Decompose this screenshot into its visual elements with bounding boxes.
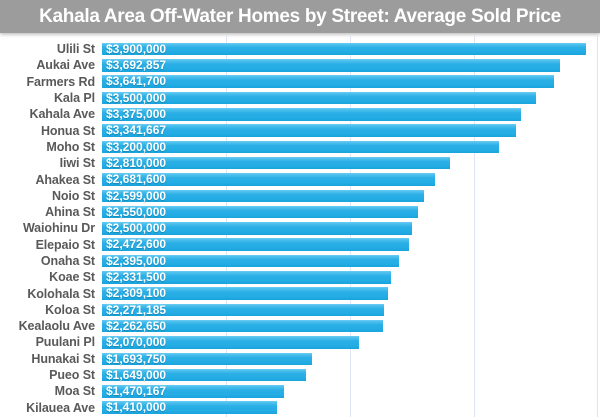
chart-row: Hunakai St $1,693,750 <box>0 351 600 367</box>
category-label: Ulili St <box>56 42 95 57</box>
category-label: Ahakea St <box>35 172 95 187</box>
plot-area: Ulili St $3,900,000 Aukai Ave $3,692,857 Far… <box>0 33 600 419</box>
value-label: $2,395,000 <box>106 253 167 268</box>
value-label: $3,341,667 <box>106 123 167 138</box>
value-label: $2,681,600 <box>106 172 167 187</box>
bar: $2,810,000 <box>102 155 451 170</box>
category-label: Koloa St <box>45 302 95 317</box>
bar: $1,693,750 <box>102 351 313 366</box>
category-label: Honua St <box>40 123 95 138</box>
value-label: $1,410,000 <box>106 400 167 415</box>
value-label: $2,262,650 <box>106 318 167 333</box>
chart-row: Noio St $2,599,000 <box>0 188 600 204</box>
bar: $2,500,000 <box>102 222 412 235</box>
bar: $1,470,167 <box>102 384 285 399</box>
value-label: $2,810,000 <box>106 155 167 170</box>
value-label: $2,309,100 <box>106 286 167 301</box>
value-label: $3,692,857 <box>106 58 167 73</box>
bar-rows: Ulili St $3,900,000 Aukai Ave $3,692,857 Far… <box>0 41 600 416</box>
chart-row: Kala Pl $3,500,000 <box>0 90 600 106</box>
chart-row: Elepaio St $2,472,600 <box>0 237 600 253</box>
bar: $2,070,000 <box>102 336 359 349</box>
chart-row: Pueo St $1,649,000 <box>0 367 600 383</box>
chart-row: Koloa St $2,271,185 <box>0 302 600 318</box>
value-label: $2,472,600 <box>106 237 167 252</box>
category-label: Hunakai St <box>31 351 95 366</box>
bar: $2,472,600 <box>102 238 409 251</box>
category-label: Aukai Ave <box>36 58 95 73</box>
chart-row: Ahina St $2,550,000 <box>0 204 600 220</box>
value-label: $2,271,185 <box>106 302 167 317</box>
bar: $3,692,857 <box>102 59 560 72</box>
bar: $3,900,000 <box>102 43 586 56</box>
value-label: $1,649,000 <box>106 367 167 382</box>
chart-row: Honua St $3,341,667 <box>0 122 600 138</box>
category-label: Kolohala St <box>27 286 95 301</box>
bar: $3,500,000 <box>102 92 536 105</box>
chart-row: Kahala Ave $3,375,000 <box>0 106 600 122</box>
category-label: Farmers Rd <box>26 74 96 89</box>
category-label: Puulani Pl <box>35 335 96 350</box>
bar: $1,649,000 <box>102 367 307 382</box>
category-label: Kealaolu Ave <box>18 319 95 334</box>
chart-row: Waiohinu Dr $2,500,000 <box>0 220 600 236</box>
chart-title-bar: Kahala Area Off-Water Homes by Street: A… <box>0 0 600 33</box>
bar: $3,641,700 <box>102 75 554 88</box>
chart-title: Kahala Area Off-Water Homes by Street: A… <box>39 5 561 27</box>
value-label: $3,375,000 <box>106 107 167 122</box>
bar: $1,410,000 <box>102 401 277 414</box>
value-label: $2,070,000 <box>106 335 167 350</box>
bar: $2,271,185 <box>102 304 384 317</box>
gridline <box>474 36 475 417</box>
gridline <box>597 36 598 417</box>
chart-row: Iiwi St $2,810,000 <box>0 155 600 171</box>
bar: $3,341,667 <box>102 123 517 138</box>
value-label: $1,693,750 <box>106 351 167 366</box>
bar: $3,375,000 <box>102 108 521 121</box>
chart-row: Kealaolu Ave $2,262,650 <box>0 318 600 334</box>
value-label: $2,599,000 <box>106 188 167 203</box>
bar: $2,599,000 <box>102 188 425 203</box>
value-label: $3,200,000 <box>106 139 167 154</box>
chart-row: Ulili St $3,900,000 <box>0 41 600 57</box>
category-label: Elepaio St <box>35 237 96 252</box>
category-label: Moa St <box>54 384 95 399</box>
category-label: Moho St <box>46 139 95 154</box>
bar: $2,331,500 <box>102 270 392 285</box>
category-label: Noio St <box>51 188 95 203</box>
chart-row: Moa St $1,470,167 <box>0 383 600 399</box>
category-label: Pueo St <box>49 368 95 383</box>
value-label: $1,470,167 <box>106 384 167 399</box>
category-label: Iiwi St <box>59 156 96 171</box>
category-label: Waiohinu Dr <box>22 221 95 236</box>
value-label: $2,550,000 <box>106 204 167 219</box>
value-label: $3,900,000 <box>106 41 167 56</box>
chart-row: Puulani Pl $2,070,000 <box>0 334 600 350</box>
chart-row: Ahakea St $2,681,600 <box>0 171 600 187</box>
value-label: $3,500,000 <box>106 90 167 105</box>
value-label: $3,641,700 <box>106 74 167 89</box>
bar: $2,550,000 <box>102 204 419 219</box>
chart-row: Farmers Rd $3,641,700 <box>0 74 600 90</box>
chart-row: Onaha St $2,395,000 <box>0 253 600 269</box>
value-label: $2,331,500 <box>106 270 167 285</box>
bar: $2,262,650 <box>102 320 383 333</box>
category-label: Onaha St <box>40 254 95 268</box>
chart-row: Moho St $3,200,000 <box>0 139 600 155</box>
category-label: Kala Pl <box>54 91 95 106</box>
bar: $2,681,600 <box>102 173 435 186</box>
bar: $2,309,100 <box>102 286 389 301</box>
chart-row: Kolohala St $2,309,100 <box>0 285 600 301</box>
value-label: $2,500,000 <box>106 221 167 236</box>
chart-row: Koae St $2,331,500 <box>0 269 600 285</box>
category-label: Kahala Ave <box>29 107 96 122</box>
bar: $3,200,000 <box>102 141 499 154</box>
category-label: Kilauea Ave <box>26 400 95 415</box>
category-label: Koae St <box>49 270 95 285</box>
chart-row: Aukai Ave $3,692,857 <box>0 57 600 73</box>
bar: $2,395,000 <box>102 255 399 268</box>
category-label: Ahina St <box>45 205 95 220</box>
chart-row: Kilauea Ave $1,410,000 <box>0 400 600 416</box>
